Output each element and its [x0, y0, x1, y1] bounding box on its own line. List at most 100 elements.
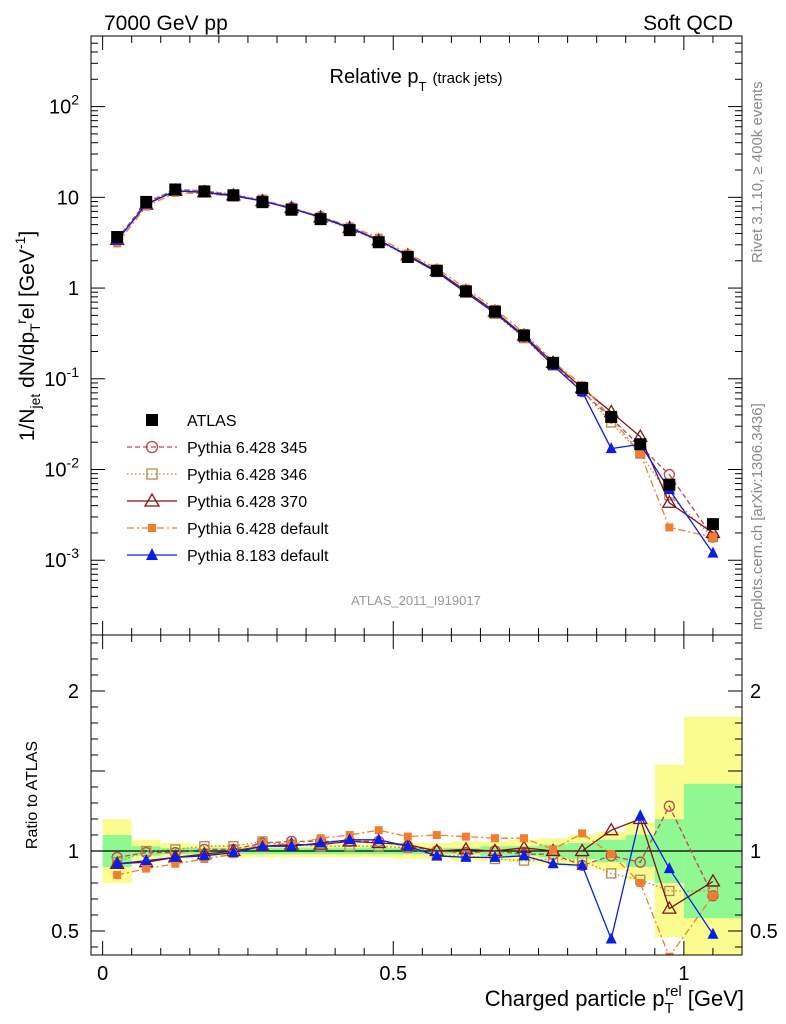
ratio-y-tick-label: 1	[68, 841, 79, 863]
rivet-version-label: Rivet 3.1.10, ≥ 400k events	[749, 81, 766, 263]
ratio-point-pythia-6-428-370	[603, 822, 619, 836]
data-point-atlas	[634, 438, 647, 451]
main-plot-frame	[90, 35, 743, 636]
ratio-point-pythia-8-183-default	[663, 862, 675, 874]
ratio-point-pythia-6-428-default	[171, 859, 180, 868]
series-pythia-6-428-346	[112, 184, 719, 543]
series-line-pythia-6-428-default	[116, 192, 714, 538]
data-point-atlas	[140, 195, 153, 208]
ratio-point-pythia-6-428-default	[520, 834, 529, 843]
main-plot-title: Relative pT (track jets)	[330, 66, 503, 94]
legend-label-pythia-6-428-370: Pythia 6.428 370	[187, 494, 307, 511]
ratio-point-pythia-6-428-default	[142, 864, 151, 873]
legend-label-pythia-8-183-default: Pythia 8.183 default	[187, 548, 329, 565]
header-left: 7000 GeV pp	[104, 12, 228, 35]
data-point-atlas	[227, 189, 240, 202]
data-point-atlas	[169, 183, 182, 196]
ratio-point-pythia-6-428-default	[490, 834, 499, 843]
data-point-atlas	[488, 305, 501, 318]
legend-marker-pythia-6-428-370	[143, 492, 161, 507]
series-pythia-6-428-370	[109, 183, 721, 539]
data-point-atlas	[401, 250, 414, 263]
series-line-pythia-6-428-345	[116, 189, 714, 538]
ratio-point-pythia-6-428-370	[661, 900, 677, 914]
ratio-y-axis-label: Ratio to ATLAS	[24, 741, 41, 849]
data-point-atlas	[111, 231, 124, 244]
legend: ATLAS Pythia 6.428 345 Pythia 6.428 346 Pyt…	[127, 413, 329, 565]
ratio-point-pythia-8-183-default	[576, 858, 588, 870]
ratio-point-pythia-8-183-default	[256, 839, 268, 851]
ratio-point-pythia-6-428-default	[374, 826, 383, 835]
ratio-point-pythia-8-183-default	[315, 836, 327, 848]
ratio-series-pythia-8-183-default	[111, 809, 719, 944]
data-point-atlas	[518, 329, 531, 342]
ratio-point-pythia-8-183-default	[344, 833, 356, 845]
legend-label-pythia-6-428-346: Pythia 6.428 346	[187, 467, 307, 484]
ratio-point-pythia-6-428-default	[113, 871, 122, 879]
ratio-point-pythia-8-183-default	[140, 854, 152, 866]
ratio-point-pythia-6-428-345	[634, 856, 646, 868]
series-atlas	[111, 183, 719, 531]
ratio-point-pythia-6-428-default	[403, 832, 412, 841]
ratio-point-pythia-6-428-default	[432, 831, 441, 839]
ratio-point-pythia-8-183-default	[286, 839, 298, 851]
header-right: Soft QCD	[643, 12, 733, 35]
data-point-atlas	[314, 213, 327, 226]
ratio-point-pythia-6-428-345	[663, 800, 675, 812]
series-pythia-6-428-345	[111, 184, 719, 543]
data-point-atlas	[343, 224, 356, 237]
ratio-point-pythia-8-183-default	[547, 857, 559, 869]
legend-marker-atlas	[146, 414, 158, 426]
legend-marker-pythia-6-428-default	[148, 524, 156, 532]
series-line-pythia-6-428-346	[116, 188, 714, 538]
x-tick-label: 0.5	[379, 963, 407, 985]
ratio-point-pythia-6-428-default	[578, 829, 587, 838]
y-tick-label: 102	[49, 92, 79, 119]
data-point-atlas	[372, 236, 385, 249]
ratio-point-pythia-8-183-default	[402, 839, 414, 851]
ratio-point-pythia-8-183-default	[431, 849, 443, 861]
ratio-point-pythia-8-183-default	[518, 849, 530, 861]
ratio-point-pythia-6-428-default	[708, 891, 717, 900]
ratio-point-pythia-8-183-default	[169, 850, 181, 862]
legend-label-pythia-6-428-345: Pythia 6.428 345	[187, 440, 307, 457]
ratio-y-tick-label-right: 0.5	[750, 921, 778, 943]
x-tick-label: 0	[97, 963, 108, 985]
ratio-point-pythia-8-183-default	[111, 857, 123, 869]
ratio-point-pythia-6-428-346	[664, 885, 675, 897]
legend-label-pythia-6-428-default: Pythia 6.428 default	[187, 521, 329, 538]
ratio-point-pythia-8-183-default	[198, 849, 210, 861]
ratio-point-pythia-6-428-default	[607, 850, 616, 859]
data-point-atlas	[430, 264, 443, 277]
data-point-atlas	[547, 356, 560, 369]
legend-marker-pythia-6-428-345	[145, 440, 159, 454]
legend-marker-pythia-6-428-346	[146, 468, 158, 480]
data-point-atlas	[706, 518, 719, 531]
ratio-point-pythia-6-428-370	[574, 843, 590, 857]
ratio-point-pythia-8-183-default	[373, 833, 385, 845]
ratio-point-pythia-6-428-346	[606, 868, 617, 879]
data-point-pythia-6-428-default	[708, 533, 717, 542]
data-point-atlas	[605, 410, 618, 423]
data-point-pythia-8-183-default	[707, 546, 719, 558]
ratio-plot-frame	[90, 634, 743, 956]
ratio-point-pythia-6-428-default	[549, 845, 558, 854]
ratio-y-tick-label-right: 2	[750, 681, 761, 703]
data-point-atlas	[198, 185, 211, 198]
legend-label-atlas: ATLAS	[187, 413, 237, 430]
mcplots-reference-label: mcplots.cern.ch [arXiv:1306.3436]	[749, 403, 766, 630]
main-y-axis-label: 1/Njet dN/dpTrel [GeV-1]	[12, 231, 43, 441]
ratio-point-pythia-6-428-default	[636, 879, 645, 887]
data-point-atlas	[459, 285, 472, 298]
ratio-y-tick-label: 0.5	[51, 921, 79, 943]
ratio-y-tick-label-right: 1	[750, 841, 761, 863]
y-tick-label: 10-1	[44, 364, 79, 391]
main-plot: 10-3 10-2 10-1 1 10 102 Relative pT (track jet…	[12, 35, 743, 636]
analysis-watermark: ATLAS_2011_I919017	[351, 593, 481, 608]
ratio-y-tick-label: 2	[68, 681, 79, 703]
ratio-plot: 0.5 0.5 1 1 2 2 0 0.5 1 Ratio to ATLAS Charged p…	[24, 634, 778, 1017]
data-point-pythia-6-428-default	[636, 449, 645, 458]
y-tick-label: 1	[68, 278, 79, 300]
ratio-point-pythia-8-183-default	[707, 927, 719, 939]
